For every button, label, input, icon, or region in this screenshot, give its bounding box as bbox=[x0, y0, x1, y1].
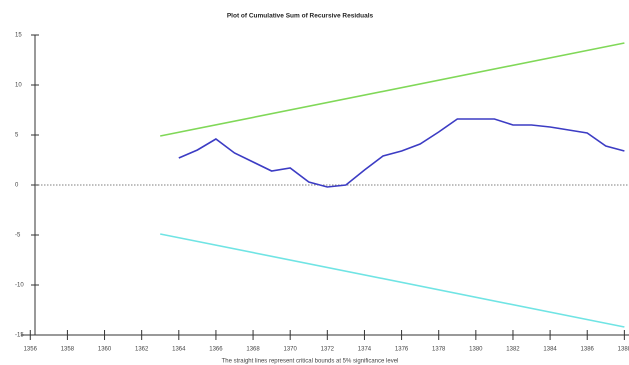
x-tick-label: 1356 bbox=[24, 347, 38, 353]
x-tick-label: 1376 bbox=[395, 347, 409, 353]
series-line bbox=[160, 233, 625, 328]
x-tick-label: 1366 bbox=[209, 347, 223, 353]
x-tick-label: 1368 bbox=[246, 347, 260, 353]
note: The straight lines represent critical bo… bbox=[222, 359, 399, 365]
y-tick-label: -15 bbox=[15, 333, 24, 339]
chart-title: Plot of Cumulative Sum of Recursive Resi… bbox=[227, 13, 374, 20]
x-tick-label: 1388 bbox=[618, 347, 629, 353]
series-line bbox=[178, 118, 625, 188]
x-tick-label: 1380 bbox=[469, 347, 483, 353]
x-tick-label: 1378 bbox=[432, 347, 446, 353]
y-tick-label: -5 bbox=[15, 233, 21, 239]
x-tick-label: 1384 bbox=[543, 347, 557, 353]
y-tick-label: 10 bbox=[15, 83, 22, 89]
y-tick-label: 5 bbox=[15, 133, 19, 139]
y-tick-label: 15 bbox=[15, 33, 22, 39]
x-tick-label: 1374 bbox=[358, 347, 372, 353]
x-tick-label: 1372 bbox=[321, 347, 335, 353]
x-tick-label: 1370 bbox=[284, 347, 298, 353]
y-tick-label: -10 bbox=[15, 283, 24, 289]
x-tick-label: 1386 bbox=[581, 347, 595, 353]
x-tick-label: 1362 bbox=[135, 347, 149, 353]
x-tick-label: 1382 bbox=[506, 347, 520, 353]
x-tick-label: 1358 bbox=[61, 347, 75, 353]
series-line bbox=[160, 42, 625, 137]
x-tick-label: 1364 bbox=[172, 347, 186, 353]
y-tick-label: 0 bbox=[15, 183, 19, 189]
x-tick-label: 1360 bbox=[98, 347, 112, 353]
